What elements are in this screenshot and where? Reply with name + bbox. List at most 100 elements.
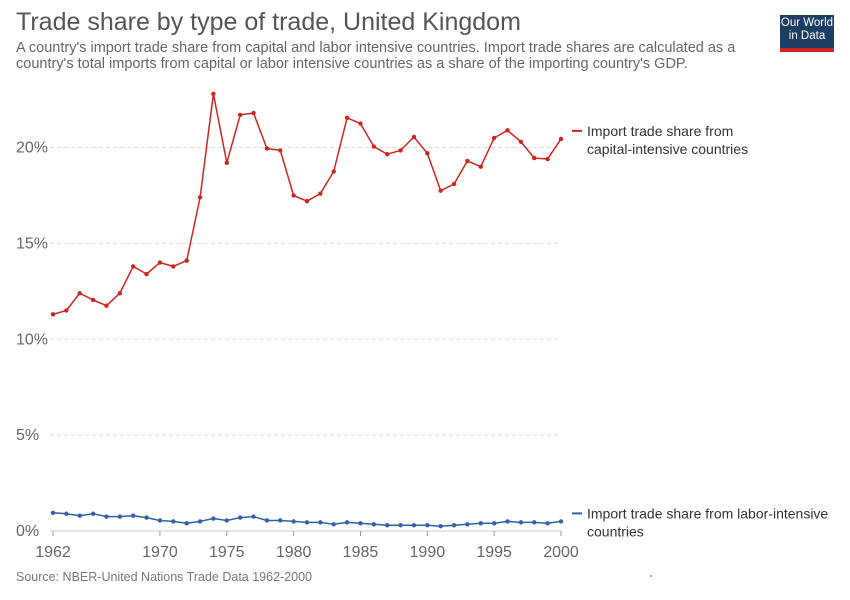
data-point	[532, 155, 537, 161]
legend-label-0: capital-intensive countries	[587, 141, 748, 157]
data-point	[318, 520, 323, 525]
data-point	[478, 521, 483, 526]
y-tick-label: 10%	[16, 331, 48, 348]
data-point	[237, 515, 243, 520]
source-note[interactable]: Source: NBER-United Nations Trade Data 1…	[16, 570, 312, 584]
data-point	[344, 115, 350, 121]
data-point	[478, 164, 483, 169]
chart-title: Trade share by type of trade, United Kin…	[16, 8, 521, 36]
data-point	[64, 308, 69, 313]
data-point	[425, 523, 430, 528]
data-point	[558, 136, 564, 142]
x-tick-label: 1985	[343, 544, 379, 561]
data-point	[291, 193, 296, 198]
data-point	[197, 195, 203, 200]
footer-dot	[650, 575, 652, 577]
x-axis-ticks: 1962 1970 1975 1980 1985 1990 1995 2000	[35, 531, 579, 561]
data-point	[358, 121, 363, 126]
data-point	[144, 515, 149, 520]
data-point	[184, 258, 189, 263]
data-point	[385, 523, 390, 528]
y-tick-label: 5%	[16, 427, 39, 444]
data-point	[518, 520, 524, 525]
data-point	[371, 522, 377, 527]
chart-subtitle: A country's import trade share from capi…	[16, 40, 736, 72]
data-point	[331, 522, 336, 527]
logo-accent-bar	[780, 48, 834, 52]
data-point	[77, 513, 82, 518]
data-point	[278, 518, 283, 523]
data-point	[545, 521, 550, 526]
data-point	[344, 520, 350, 525]
legend-label-1: Import trade share from labor-intensive	[587, 505, 828, 521]
data-point	[90, 297, 96, 303]
data-point	[264, 146, 270, 151]
y-tick-label: 15%	[16, 235, 48, 252]
data-point	[505, 128, 510, 133]
data-point	[131, 264, 136, 269]
data-point	[451, 181, 457, 187]
data-point	[264, 518, 270, 523]
legend: Import trade share from capital-intensive…	[572, 123, 828, 539]
data-point	[224, 518, 229, 523]
data-point	[318, 191, 323, 196]
x-tick-label: 1980	[276, 544, 312, 561]
data-point	[304, 520, 310, 525]
data-point	[157, 260, 163, 265]
data-point	[398, 523, 403, 528]
data-point	[291, 519, 296, 524]
data-point	[278, 148, 283, 153]
grid-lines	[50, 147, 561, 532]
data-point	[104, 514, 109, 519]
series-lines	[50, 91, 564, 529]
x-tick-label: 1975	[209, 544, 245, 561]
data-point	[157, 518, 163, 523]
owid-logo[interactable]: Our World in Data	[780, 15, 834, 52]
x-tick-label: 1990	[410, 544, 446, 561]
legend-label-0: Import trade share from	[587, 123, 733, 139]
y-axis-ticks: 0% 5% 10% 15% 20%	[16, 140, 48, 540]
data-point	[171, 519, 176, 524]
data-point	[251, 110, 256, 116]
data-point	[171, 264, 176, 269]
series-line-0	[52, 93, 562, 316]
data-point	[90, 511, 96, 516]
logo-line-2: in Data	[788, 30, 826, 42]
data-point	[211, 516, 216, 521]
data-point	[425, 151, 430, 156]
data-point	[558, 519, 564, 524]
data-point	[438, 188, 443, 193]
data-point	[545, 156, 550, 162]
data-point	[385, 152, 390, 157]
data-point	[465, 522, 470, 527]
data-point	[50, 510, 56, 515]
data-point	[491, 521, 497, 526]
data-point	[237, 112, 243, 118]
data-point	[104, 303, 109, 308]
x-tick-label: 1970	[142, 544, 178, 561]
legend-label-1: countries	[587, 523, 644, 539]
data-point	[451, 523, 457, 528]
data-point	[144, 271, 149, 277]
data-point	[131, 513, 136, 518]
data-point	[465, 158, 470, 164]
x-tick-label: 1995	[476, 544, 512, 561]
x-tick-label: 1962	[35, 544, 71, 561]
data-point	[211, 91, 216, 97]
data-point	[518, 139, 524, 144]
data-point	[411, 134, 417, 140]
data-point	[398, 148, 403, 153]
data-point	[371, 144, 377, 149]
data-point	[438, 524, 443, 529]
data-point	[64, 511, 69, 516]
data-point	[117, 514, 123, 519]
logo-line-1: Our World	[780, 17, 834, 29]
data-point	[491, 135, 497, 141]
data-point	[358, 521, 363, 526]
data-point	[532, 520, 537, 525]
y-tick-label: 0%	[16, 523, 39, 540]
data-point	[197, 519, 203, 524]
data-point	[184, 521, 189, 526]
data-point	[224, 160, 229, 166]
